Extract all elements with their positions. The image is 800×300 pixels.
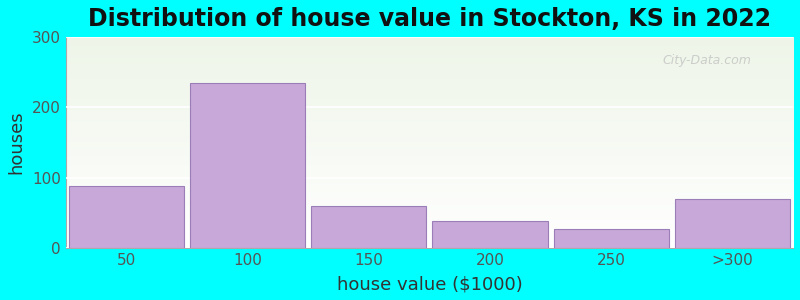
X-axis label: house value ($1000): house value ($1000) bbox=[337, 275, 522, 293]
Bar bbox=[190, 83, 305, 248]
Bar bbox=[433, 221, 547, 248]
Y-axis label: houses: houses bbox=[7, 111, 25, 175]
Title: Distribution of house value in Stockton, KS in 2022: Distribution of house value in Stockton,… bbox=[88, 7, 771, 31]
Text: City-Data.com: City-Data.com bbox=[662, 54, 751, 67]
Bar bbox=[554, 229, 669, 248]
Bar bbox=[675, 199, 790, 248]
Bar bbox=[311, 206, 426, 248]
Bar bbox=[69, 186, 184, 248]
